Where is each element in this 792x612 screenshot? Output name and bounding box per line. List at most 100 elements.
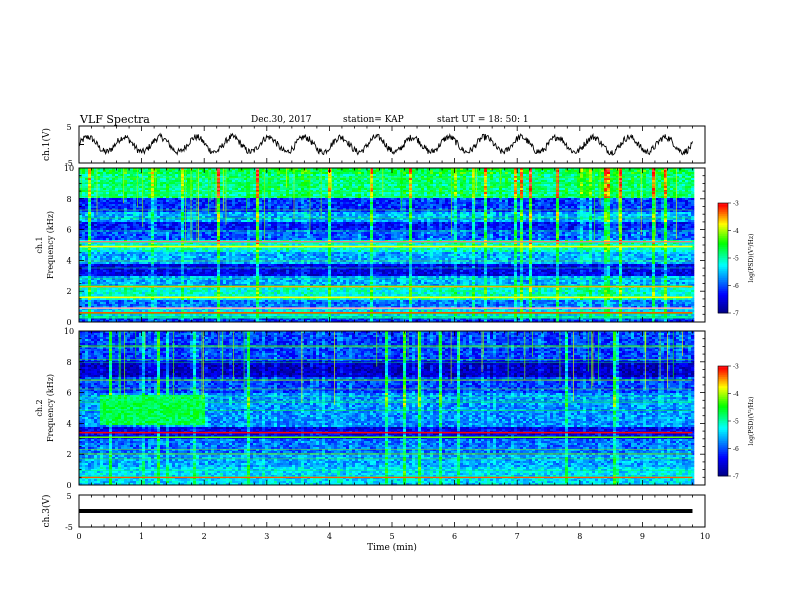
ch1-spectrogram-cell [220,192,223,194]
ch1-spectrogram-cell [280,184,283,186]
ch1-spectrogram-cell [652,210,655,212]
ch1-spectrogram-cell [604,178,607,180]
ch1-spectrogram-cell [313,188,316,190]
ch1-spectrogram-cell [610,200,613,202]
ch1-spectrogram-cell [571,170,574,172]
ch1-spectrogram-cell [373,212,376,214]
ch1-spectrogram-cell [268,194,271,196]
ch1-spectrogram-cell [487,198,490,200]
ch1-spectrogram-cell [340,174,343,176]
ch1-spectrogram-cell [331,212,334,214]
ch1-spectrogram-cell [583,198,586,200]
ch1-spectrogram-cell [478,192,481,194]
ch1-spectrogram-cell [565,200,568,202]
ch1-spectrogram-cell [181,200,184,202]
ch1-spectrogram-cell [418,204,421,206]
ch1-spectrogram-cell [577,206,580,208]
ch1-spectrogram-cell [490,212,493,214]
ch1-spectrogram-cell [187,204,190,206]
ch1-spectrogram-cell [508,172,511,174]
ch1-spectrogram-cell [241,206,244,208]
ch1-spectrogram-cell [358,198,361,200]
ch1-spectrogram-cell [214,214,217,216]
ch1-spectrogram-cell [250,200,253,202]
ch1-spectrogram-cell [529,188,532,190]
ch1-spectrogram-cell [457,202,460,204]
ch1-spectrogram-cell [322,170,325,172]
ch1-spectrogram-cell [481,214,484,216]
ch1-spectrogram-cell [295,200,298,202]
ch1-spectrogram-cell [406,210,409,212]
ch1-spectrogram-cell [283,170,286,172]
ch1-spectrogram-cell [424,172,427,174]
ch1-spectrogram-cell [415,188,418,190]
ch1-spectrogram-cell [553,188,556,190]
ch1-spectrogram-cell [181,192,184,194]
ch1-spectrogram-cell [376,214,379,216]
ch1-spectrogram-cell [268,170,271,172]
ch1-spectrogram-cell [409,212,412,214]
ch1-spectrogram-cell [193,192,196,194]
ch1-spectrogram-cell [403,184,406,186]
ch1-spectrogram-cell [481,198,484,200]
ch1-spectrogram-cell [286,188,289,190]
ch1-spectrogram-cell [688,178,691,180]
ch1-spectrogram-cell [679,212,682,214]
ch1-spectrogram-cell [319,200,322,202]
ch1-spectrogram-cell [628,178,631,180]
ch1-spectrogram-cell [640,194,643,196]
ch1-spectrogram-cell [463,174,466,176]
ch1-spectrogram-cell [457,192,460,194]
ch1-spectrogram-cell [97,214,100,216]
ch1-spectrogram-cell [346,188,349,190]
ch1-spectrogram-cell [430,204,433,206]
ch1-spectrogram-cell [97,198,100,200]
ch1-spectrogram-cell [496,174,499,176]
ch1-spectrogram-cell [163,192,166,194]
ch1-spectrogram-cell [469,198,472,200]
ch1-spectrogram-cell [661,212,664,214]
ch1-spectrogram-cell [667,180,670,182]
ch1-spectrogram-cell [457,198,460,200]
ch1-spectrogram-cell [376,192,379,194]
ch1-spectrogram-cell [442,188,445,190]
ch1-spectrogram-cell [112,214,115,216]
ch1-spectrogram-cell [628,184,631,186]
ch1-spectrogram-cell [268,214,271,216]
ch1-spectrogram-cell [544,178,547,180]
ch1-spectrogram-cell [517,198,520,200]
ch1-spectrogram-cell [259,188,262,190]
ch1-spectrogram-cell [316,210,319,212]
ch1-spectrogram-cell [565,198,568,200]
ch1-spectrogram-cell [679,178,682,180]
ch1-spectrogram-cell [262,210,265,212]
ch1-spectrogram-cell [613,188,616,190]
ch1-spectrogram-cell [670,210,673,212]
ch1-spectrogram-cell [280,214,283,216]
ch1-spectrogram-cell [253,210,256,212]
ch1-spectrogram-cell [100,178,103,180]
ch1-spectrogram-cell [337,184,340,186]
ch1-spectrogram-cell [649,178,652,180]
ch1-spectrogram-cell [130,210,133,212]
ch1-spectrogram-cell [499,206,502,208]
ch1-spectrogram-cell [484,212,487,214]
ch1-spectrogram-cell [490,206,493,208]
ch1-spectrogram-cell [505,170,508,172]
ch1-spectrogram-cell [664,194,667,196]
ch1-spectrogram-cell [625,188,628,190]
ch1-spectrogram-cell [418,172,421,174]
ch1-spectrogram-cell [580,214,583,216]
ch1-spectrogram-cell [202,210,205,212]
ch1-spectrogram-cell [199,212,202,214]
ch1-spectrogram-cell [553,184,556,186]
ch1-spectrogram-cell [502,206,505,208]
ch1-spectrogram-cell [358,172,361,174]
ch1-spectrogram-cell [646,198,649,200]
ch1-spectrogram-cell [610,206,613,208]
ch1-spectrogram-cell [226,204,229,206]
ch1-spectrogram-cell [664,192,667,194]
ch1-spectrogram-cell [376,198,379,200]
ch1-spectrogram-cell [457,206,460,208]
ch1-spectrogram-cell [259,192,262,194]
